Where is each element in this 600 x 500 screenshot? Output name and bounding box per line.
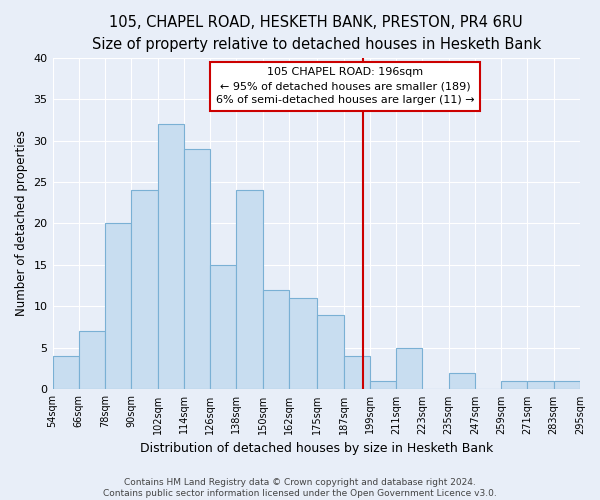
Y-axis label: Number of detached properties: Number of detached properties bbox=[15, 130, 28, 316]
Bar bbox=[79, 332, 105, 390]
Bar bbox=[396, 348, 422, 390]
Bar bbox=[317, 315, 344, 390]
Bar bbox=[236, 190, 263, 390]
Text: 105 CHAPEL ROAD: 196sqm
← 95% of detached houses are smaller (189)
6% of semi-de: 105 CHAPEL ROAD: 196sqm ← 95% of detache… bbox=[216, 68, 475, 106]
Bar bbox=[105, 224, 131, 390]
Bar bbox=[370, 381, 396, 390]
Bar bbox=[527, 381, 554, 390]
Bar bbox=[289, 298, 317, 390]
Bar bbox=[184, 149, 210, 390]
X-axis label: Distribution of detached houses by size in Hesketh Bank: Distribution of detached houses by size … bbox=[140, 442, 493, 455]
Bar bbox=[501, 381, 527, 390]
Text: Contains HM Land Registry data © Crown copyright and database right 2024.
Contai: Contains HM Land Registry data © Crown c… bbox=[103, 478, 497, 498]
Title: 105, CHAPEL ROAD, HESKETH BANK, PRESTON, PR4 6RU
Size of property relative to de: 105, CHAPEL ROAD, HESKETH BANK, PRESTON,… bbox=[92, 15, 541, 52]
Bar bbox=[131, 190, 158, 390]
Bar bbox=[263, 290, 289, 390]
Bar bbox=[449, 373, 475, 390]
Bar bbox=[344, 356, 370, 390]
Bar bbox=[53, 356, 79, 390]
Bar bbox=[158, 124, 184, 390]
Bar bbox=[210, 265, 236, 390]
Bar bbox=[554, 381, 580, 390]
